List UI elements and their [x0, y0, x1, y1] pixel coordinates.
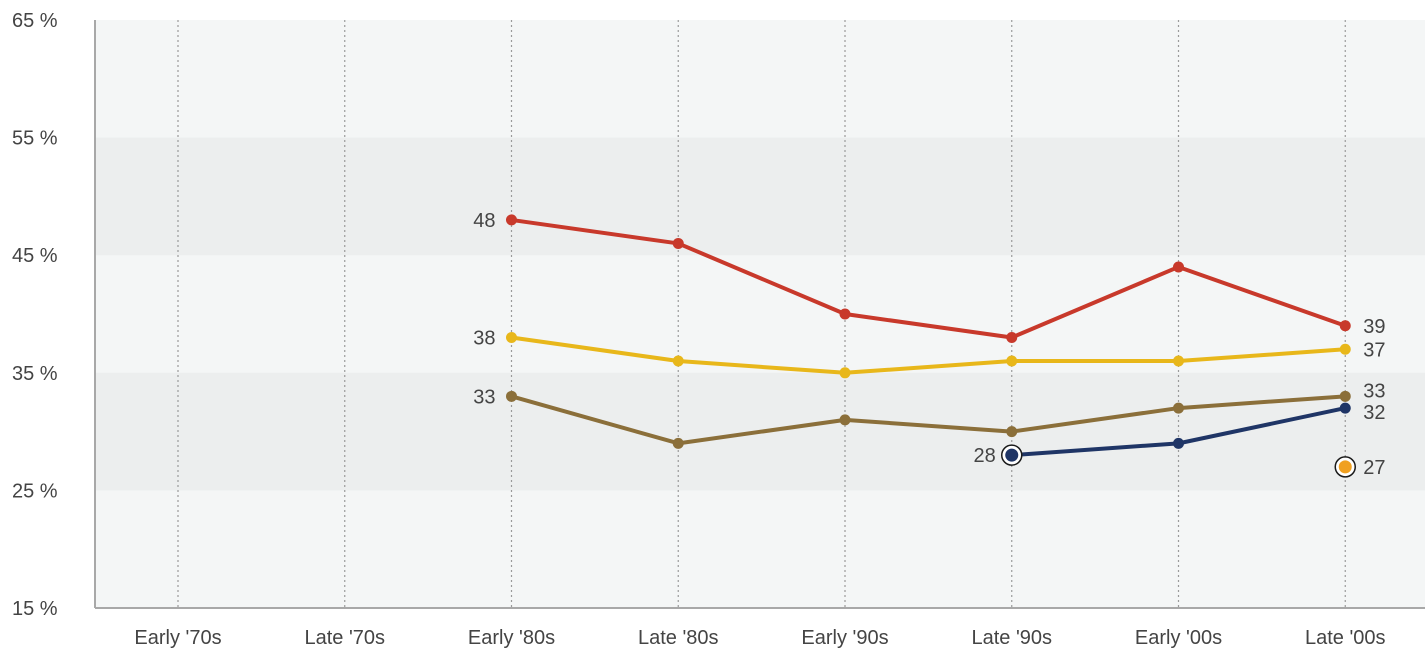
data-point	[506, 332, 517, 344]
data-point	[506, 390, 517, 402]
series-0	[506, 214, 1351, 344]
axes	[94, 20, 1425, 609]
data-point	[839, 414, 851, 426]
data-point	[1006, 426, 1018, 438]
y-tick-label: 45 %	[12, 245, 58, 267]
series-line	[509, 335, 1348, 375]
data-label: 33	[473, 386, 495, 408]
data-point	[672, 237, 684, 249]
data-point	[1005, 448, 1019, 462]
data-point	[1339, 343, 1351, 355]
data-point	[1173, 355, 1184, 367]
data-point	[506, 214, 517, 226]
y-tick-label: 65 %	[12, 10, 58, 32]
data-point	[672, 355, 684, 367]
data-point	[1006, 332, 1018, 344]
x-tick-label: Late '00s	[1305, 627, 1386, 649]
band-45-55	[95, 137, 1425, 256]
series-line	[509, 217, 1348, 340]
series-4	[1334, 456, 1356, 478]
data-label: 33	[1363, 380, 1385, 402]
data-point	[1339, 320, 1351, 332]
data-point	[1339, 390, 1351, 402]
data-label: 32	[1363, 402, 1385, 424]
y-tick-label: 35 %	[12, 363, 58, 385]
data-point	[839, 308, 851, 320]
data-point	[1006, 355, 1018, 367]
series-1	[506, 332, 1351, 379]
data-point	[1173, 402, 1184, 414]
x-tick-label: Late '70s	[304, 627, 385, 649]
data-point	[1173, 261, 1184, 273]
data-label: 38	[473, 328, 495, 350]
series-3	[1001, 402, 1351, 466]
data-point	[1339, 402, 1351, 414]
data-point	[1173, 437, 1184, 449]
y-tick-labels: 15 % 25 % 35 % 45 % 55 % 65 %	[12, 10, 58, 620]
plot-background	[95, 20, 1425, 608]
data-point	[672, 437, 684, 449]
y-tick-label: 25 %	[12, 480, 58, 502]
x-tick-label: Late '90s	[971, 627, 1052, 649]
data-label: 39	[1363, 316, 1385, 338]
data-labels: 48 39 38 37 33 33 28 32 27	[473, 210, 1385, 479]
series-line	[509, 394, 1348, 446]
x-tick-label: Early '90s	[801, 627, 888, 649]
data-label: 28	[974, 445, 996, 467]
data-label: 27	[1363, 457, 1385, 479]
background-bands	[95, 20, 1425, 608]
y-tick-label: 15 %	[12, 598, 58, 620]
vertical-grid	[177, 20, 1346, 608]
series-2	[506, 390, 1351, 449]
x-tick-labels: Early '70s Late '70s Early '80s Late '80s Ea…	[134, 627, 1385, 649]
data-label: 48	[473, 210, 495, 232]
x-tick-label: Early '70s	[134, 627, 221, 649]
data-point	[1338, 460, 1352, 474]
x-tick-label: Late '80s	[638, 627, 719, 649]
data-label: 37	[1363, 339, 1385, 361]
series-group	[506, 214, 1356, 478]
y-tick-label: 55 %	[12, 128, 58, 150]
data-point	[839, 367, 851, 379]
x-tick-label: Early '00s	[1135, 627, 1222, 649]
x-tick-label: Early '80s	[468, 627, 555, 649]
